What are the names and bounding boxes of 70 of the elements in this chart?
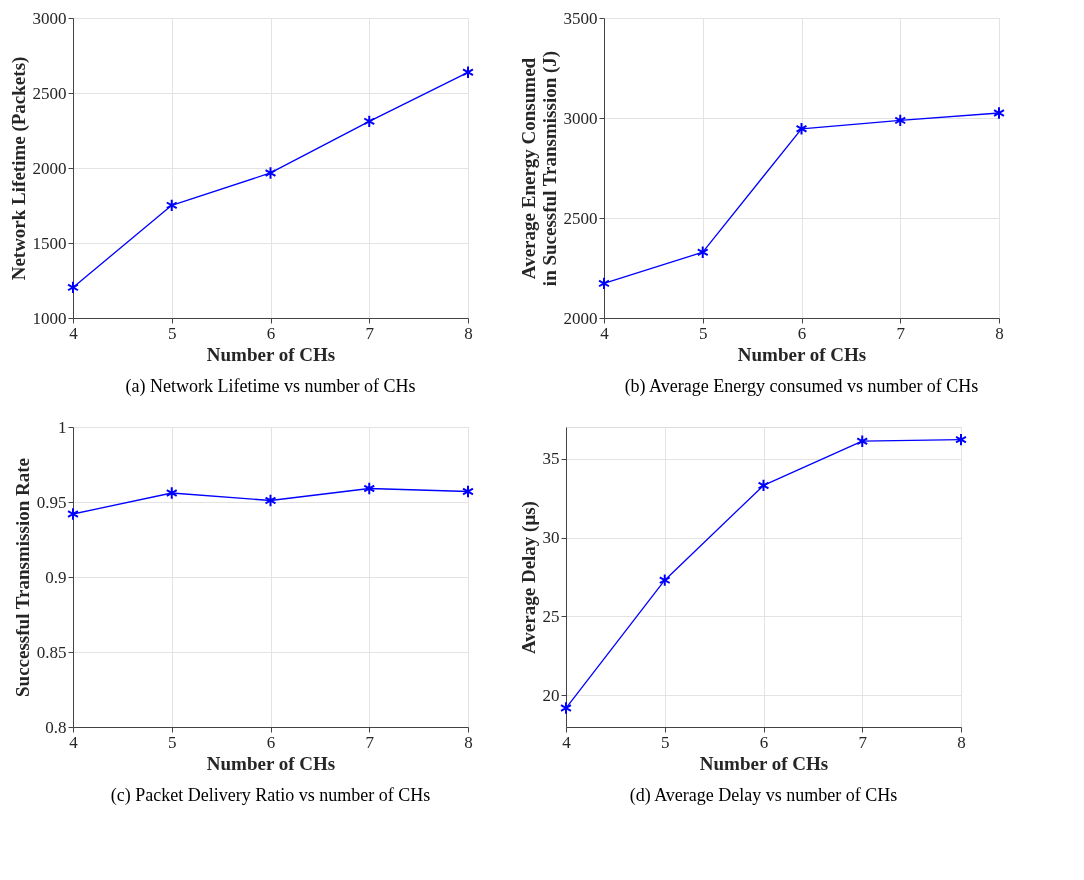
text: (d) Average Delay vs number of CHs <box>629 785 898 806</box>
y-tick-label: 0.8 <box>45 717 67 737</box>
point <box>165 198 178 213</box>
x-tick-label: 8 <box>995 323 1004 343</box>
x-tick-label: 6 <box>266 323 276 343</box>
point <box>598 276 610 291</box>
y-tick-label: 2000 <box>32 158 67 178</box>
point <box>696 245 709 259</box>
y-tick-label: 2500 <box>563 208 598 228</box>
x-tick-label: 4 <box>69 323 79 343</box>
x-tick-label: 5 <box>168 732 177 752</box>
y-tick-label: 35 <box>542 449 560 469</box>
text: (a) Network Lifetime vs number of CHs <box>125 376 416 397</box>
y-tick-label: 0.9 <box>45 567 67 587</box>
y-axis-title: Average Energy Consumed in Sucessful Transmission (J) <box>517 50 561 287</box>
y-tick-label: 1 <box>58 417 67 437</box>
y-tick-label: 1000 <box>32 308 67 328</box>
point <box>67 280 79 295</box>
x-tick-label: 8 <box>464 323 473 343</box>
x-tick-label: 7 <box>365 732 375 752</box>
point <box>363 481 376 496</box>
point <box>462 65 474 79</box>
x-tick-label: 7 <box>896 323 906 343</box>
y-tick-label: 2500 <box>32 83 67 103</box>
x-tick-label: 5 <box>661 732 670 752</box>
x-axis-title: Number of CHs <box>699 752 829 774</box>
y-tick-label: 1500 <box>32 233 67 253</box>
y-tick-label: 20 <box>542 685 560 705</box>
point <box>795 122 808 136</box>
y-tick-label: 0.95 <box>36 492 67 512</box>
y-tick-label: 2000 <box>563 308 598 328</box>
point <box>955 432 967 447</box>
x-tick-label: 8 <box>464 732 473 752</box>
x-tick-label: 6 <box>266 732 276 752</box>
y-tick-label: 30 <box>542 528 560 548</box>
x-tick-label: 8 <box>957 732 966 752</box>
point <box>856 434 869 448</box>
x-tick-label: 4 <box>562 732 572 752</box>
point <box>67 507 79 521</box>
y-axis-title: Successful Transmission Rate <box>11 458 33 697</box>
x-tick-label: 5 <box>168 323 177 343</box>
point <box>264 166 277 180</box>
x-tick-label: 5 <box>699 323 708 343</box>
point <box>560 701 572 715</box>
y-tick-label: 3500 <box>563 8 598 28</box>
x-tick-label: 4 <box>600 323 610 343</box>
point <box>462 484 474 499</box>
point <box>757 478 770 493</box>
point <box>363 114 376 129</box>
y-axis-title: Average Delay (μs) <box>517 501 540 654</box>
x-axis-title: Number of CHs <box>206 752 336 774</box>
x-axis-title: Number of CHs <box>737 343 867 365</box>
x-axis-title: Number of CHs <box>206 343 336 365</box>
x-tick-label: 7 <box>365 323 375 343</box>
y-tick-label: 3000 <box>32 8 67 28</box>
x-tick-label: 7 <box>858 732 868 752</box>
point <box>658 573 671 587</box>
point <box>165 486 178 500</box>
point <box>894 113 907 128</box>
text: (b) Average Energy consumed vs number of CHs <box>624 376 979 397</box>
x-tick-label: 6 <box>797 323 807 343</box>
x-tick-label: 4 <box>69 732 79 752</box>
point <box>264 493 277 508</box>
y-tick-label: 3000 <box>563 108 598 128</box>
x-tick-label: 6 <box>759 732 769 752</box>
y-tick-label: 0.85 <box>36 642 67 662</box>
y-tick-label: 25 <box>542 606 560 626</box>
y-axis-title: Network Lifetime (Packets) <box>7 56 30 281</box>
point <box>993 106 1005 120</box>
text: (c) Packet Delivery Ratio vs number of CHs <box>110 785 431 806</box>
